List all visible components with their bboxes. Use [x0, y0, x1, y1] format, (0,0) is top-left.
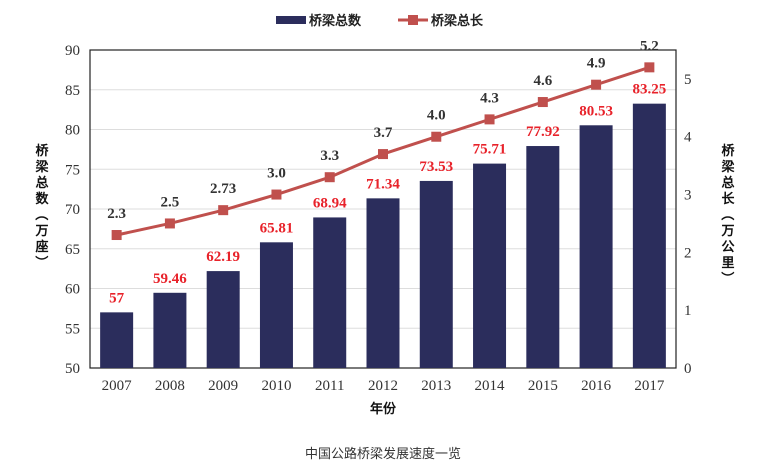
- line-data-label: 2.5: [161, 194, 180, 210]
- x-axis-title: 年份: [370, 401, 397, 417]
- y2-axis-title: 梁: [720, 159, 735, 175]
- bar: [419, 180, 453, 368]
- line-marker: [164, 218, 175, 229]
- y-axis-title: 数: [35, 191, 49, 207]
- y2-axis-title: 长: [721, 191, 735, 207]
- bar: [206, 271, 240, 368]
- y-axis-title: 座: [34, 239, 48, 255]
- x-tick-label: 2017: [634, 378, 665, 394]
- x-tick-label: 2013: [421, 378, 451, 394]
- bar: [473, 163, 507, 368]
- x-tick-label: 2011: [315, 378, 344, 394]
- y2-tick-label: 5: [684, 72, 692, 88]
- bar-data-label: 59.46: [153, 271, 187, 287]
- y2-axis-title: 里: [721, 256, 734, 271]
- y-tick-label: 75: [65, 162, 80, 178]
- legend-swatch-bar: [276, 16, 306, 24]
- line-data-label: 4.6: [533, 73, 552, 89]
- line-marker: [271, 189, 282, 200]
- legend-marker: [408, 15, 418, 25]
- y2-tick-label: 4: [684, 130, 692, 146]
- line-data-label: 2.3: [107, 206, 126, 222]
- bar: [632, 103, 666, 368]
- x-tick-label: 2010: [261, 378, 291, 394]
- bar: [259, 242, 293, 368]
- line-marker: [644, 62, 655, 73]
- y-tick-label: 70: [65, 202, 80, 218]
- x-tick-label: 2016: [581, 378, 612, 394]
- line-marker: [324, 172, 335, 183]
- bar: [526, 146, 560, 368]
- y2-axis-title: 桥: [721, 143, 735, 159]
- bar-data-label: 62.19: [206, 249, 240, 265]
- bar-data-label: 80.53: [579, 103, 613, 119]
- bar: [313, 217, 347, 368]
- y-tick-label: 55: [65, 321, 80, 337]
- line-marker: [484, 114, 495, 125]
- y-axis-title: 万: [34, 224, 48, 239]
- line-data-label: 3.3: [320, 148, 339, 164]
- line-data-label: 2.73: [210, 181, 236, 197]
- line-marker: [218, 205, 229, 216]
- line-marker: [431, 131, 442, 142]
- caption: 中国公路桥梁发展速度一览: [305, 446, 461, 462]
- line-data-label: 4.3: [480, 90, 499, 106]
- bar: [579, 125, 613, 368]
- bar: [366, 198, 400, 368]
- y2-tick-label: 0: [684, 361, 692, 377]
- y-axis-title: （: [33, 207, 49, 220]
- line-marker: [537, 97, 548, 108]
- y-tick-label: 80: [65, 123, 80, 139]
- bar-data-label: 71.34: [366, 176, 400, 192]
- y2-axis-title: 总: [721, 175, 734, 191]
- line-marker: [591, 79, 602, 90]
- x-tick-label: 2009: [208, 378, 238, 394]
- y2-tick-label: 2: [684, 245, 692, 261]
- x-tick-label: 2008: [155, 378, 185, 394]
- line-data-label: 4.9: [587, 56, 606, 72]
- y-tick-label: 85: [65, 83, 80, 99]
- y2-tick-label: 1: [684, 303, 692, 319]
- y2-tick-label: 3: [684, 188, 692, 204]
- bar-data-label: 77.92: [526, 124, 560, 140]
- bar: [100, 312, 134, 368]
- x-tick-label: 2014: [475, 378, 506, 394]
- line-marker: [378, 149, 388, 160]
- legend-label: 桥梁总数: [309, 13, 362, 29]
- y-axis-title: 梁: [34, 159, 49, 175]
- y-tick-label: 50: [65, 361, 80, 377]
- bar-data-label: 68.94: [313, 195, 347, 211]
- y-tick-label: 90: [65, 43, 80, 59]
- line-data-label: 3.7: [374, 125, 393, 141]
- y-tick-label: 65: [65, 242, 80, 258]
- line-data-label: 3.0: [267, 166, 286, 182]
- y-tick-label: 60: [65, 282, 80, 298]
- legend-label: 桥梁总长: [431, 13, 484, 29]
- x-tick-label: 2012: [368, 378, 398, 394]
- y2-axis-title: ）: [719, 271, 735, 284]
- bar-data-label: 75.71: [473, 142, 507, 158]
- line-data-label: 4.0: [427, 108, 446, 124]
- y2-axis-title: 公: [721, 240, 734, 255]
- bar-data-label: 83.25: [632, 82, 666, 98]
- line-marker: [111, 230, 122, 241]
- bar-data-label: 57: [109, 290, 125, 306]
- y2-axis-title: （: [719, 207, 735, 220]
- y2-axis-title: 万: [720, 224, 734, 239]
- line-data-label: 5.2: [640, 38, 659, 54]
- x-tick-label: 2007: [102, 378, 133, 394]
- bar-data-label: 65.81: [260, 220, 294, 236]
- y-axis-title: ）: [33, 255, 49, 268]
- y-axis-title: 桥: [35, 143, 49, 159]
- x-tick-label: 2015: [528, 378, 558, 394]
- bar-data-label: 73.53: [419, 159, 453, 175]
- y-axis-title: 总: [35, 175, 48, 191]
- bar: [153, 292, 187, 368]
